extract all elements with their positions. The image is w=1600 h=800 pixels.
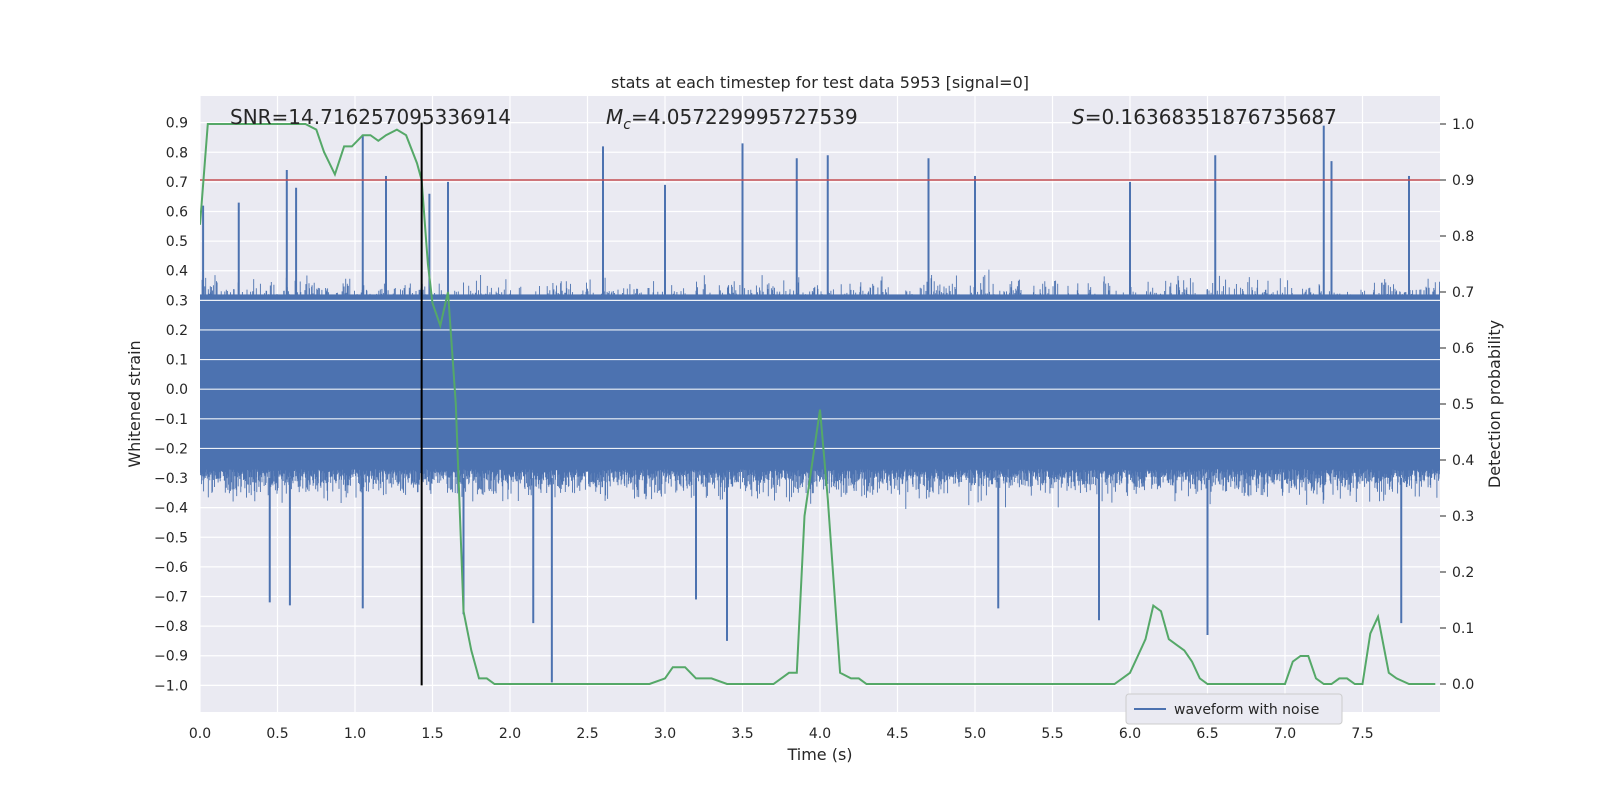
s-symbol: S [1072,105,1085,129]
chart-title: stats at each timestep for test data 595… [611,73,1029,92]
y-ticks-left: 0.9 0.8 0.7 0.6 0.5 0.4 0.3 0.2 0.1 0.0 −0.1 −0.2 −0… [154,116,188,695]
snr-annotation: SNR=14.716257095336914 [230,105,511,129]
x-tick-label-7: 3.5 [731,726,753,742]
y-tick-label-left-17: −0.8 [154,619,188,635]
x-tick-label-4: 2.0 [499,726,521,742]
y-tick-label-left-13: −0.4 [154,501,188,517]
y-tick-label-left-11: −0.2 [154,441,188,457]
x-tick-label-14: 7.0 [1274,726,1296,742]
x-tick-label-11: 5.5 [1041,726,1063,742]
y-tick-label-right-8: 0.2 [1452,565,1474,581]
y-tick-label-left-7: 0.2 [166,323,188,339]
x-tick-label-12: 6.0 [1119,726,1141,742]
y-tick-label-right-7: 0.3 [1452,509,1474,525]
x-tick-label-6: 3.0 [654,726,676,742]
y-axis-label-right: Detection probability [1485,320,1504,488]
x-tick-label-3: 1.5 [421,726,443,742]
y-tick-label-left-5: 0.4 [166,264,188,280]
y-tick-label-left-2: 0.7 [166,175,188,191]
x-tick-label-10: 5.0 [964,726,986,742]
x-axis-label: Time (s) [786,745,852,764]
y-tick-label-left-0: 0.9 [166,116,188,132]
x-tick-label-0: 0.0 [189,726,211,742]
legend-label-waveform: waveform with noise [1174,702,1319,718]
x-ticks: 0.0 0.5 1.0 1.5 2.0 2.5 3.0 3.5 4.0 4.5 5.0 5.5 6.0 6… [189,726,1374,742]
x-tick-label-8: 4.0 [809,726,831,742]
x-tick-label-13: 6.5 [1196,726,1218,742]
x-tick-label-9: 4.5 [886,726,908,742]
chirp-mass-symbol: M [606,105,623,129]
y-tick-label-left-19: −1.0 [154,678,188,694]
y-axis-label-left: Whitened strain [125,340,144,467]
overlay-lines [200,122,1440,686]
y-tick-label-right-1: 0.9 [1452,173,1474,189]
y-tick-label-right-5: 0.5 [1452,397,1474,413]
y-tick-label-right-10: 0.0 [1452,677,1474,693]
x-tick-label-2: 1.0 [344,726,366,742]
y-tick-label-left-4: 0.5 [166,234,188,250]
y-tick-label-right-0: 1.0 [1452,117,1474,133]
y-tick-label-left-9: 0.0 [166,382,188,398]
y-tick-label-right-3: 0.7 [1452,285,1474,301]
y-tick-label-left-6: 0.3 [166,293,188,309]
chirp-mass-value: =4.057229995727539 [631,105,858,129]
chirp-mass-subscript: c [623,117,631,133]
y-tick-label-left-18: −0.9 [154,649,188,665]
s-value: =0.16368351876735687 [1085,105,1337,129]
y-tick-label-left-15: −0.6 [154,560,188,576]
y-tick-label-left-14: −0.5 [154,530,188,546]
chirp-mass-annotation: Mc=4.057229995727539 [606,105,858,133]
x-tick-label-5: 2.5 [576,726,598,742]
waveform-core [200,294,1440,464]
x-tick-label-15: 7.5 [1351,726,1373,742]
y-tick-label-left-10: −0.1 [154,412,188,428]
y-tick-label-left-12: −0.3 [154,471,188,487]
x-tick-label-1: 0.5 [266,726,288,742]
legend-box [1125,693,1343,725]
y-tick-label-left-1: 0.8 [166,145,188,161]
y-ticks-right: 1.0 0.9 0.8 0.7 0.6 0.5 0.4 0.3 0.2 0.1 0.0 [1440,117,1474,693]
y-tick-label-right-9: 0.1 [1452,621,1474,637]
detection-probability-line [200,123,1436,685]
s-annotation: S=0.16368351876735687 [1072,105,1337,129]
y-tick-label-left-16: −0.7 [154,590,188,606]
y-tick-label-right-4: 0.6 [1452,341,1474,357]
y-tick-label-right-6: 0.4 [1452,453,1474,469]
y-tick-label-left-3: 0.6 [166,205,188,221]
legend: waveform with noise [1125,693,1343,725]
y-tick-label-right-2: 0.8 [1452,229,1474,245]
waveform-series [200,125,1440,683]
y-tick-label-left-8: 0.1 [166,353,188,369]
